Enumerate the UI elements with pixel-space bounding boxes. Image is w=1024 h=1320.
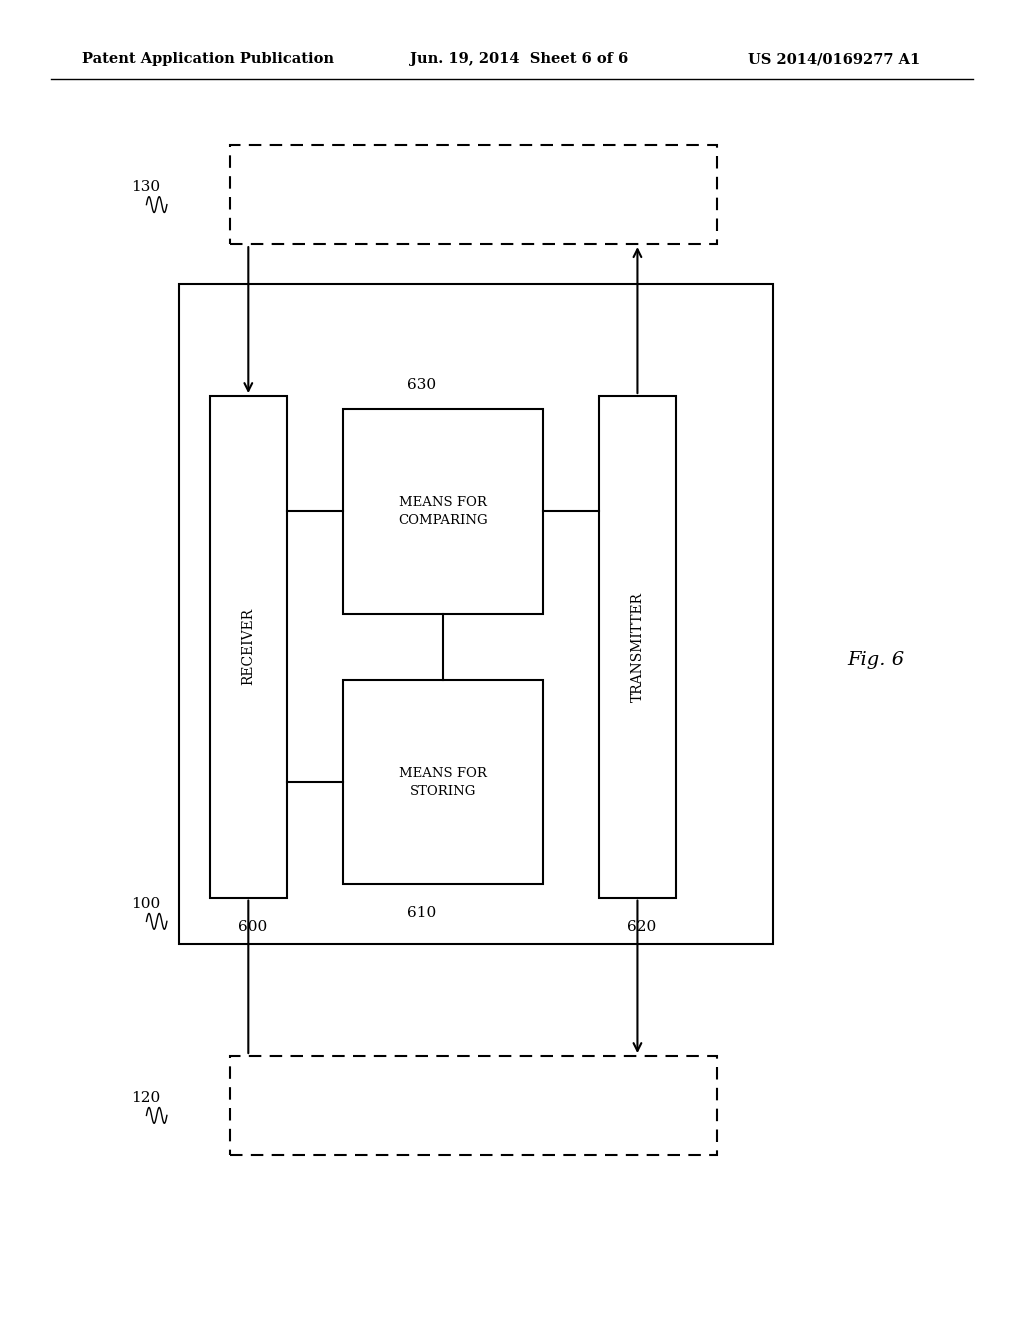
Text: US 2014/0169277 A1: US 2014/0169277 A1 — [748, 53, 920, 66]
Bar — [230, 145, 717, 244]
Text: RECEIVER: RECEIVER — [242, 609, 255, 685]
Text: Fig. 6: Fig. 6 — [847, 651, 904, 669]
Bar — [343, 680, 543, 884]
Text: 130: 130 — [131, 181, 160, 194]
Text: Jun. 19, 2014  Sheet 6 of 6: Jun. 19, 2014 Sheet 6 of 6 — [410, 53, 628, 66]
Bar — [179, 284, 773, 944]
Bar — [210, 396, 287, 898]
Text: 620: 620 — [627, 920, 656, 933]
Text: Patent Application Publication: Patent Application Publication — [82, 53, 334, 66]
Bar — [599, 396, 676, 898]
Text: TRANSMITTER: TRANSMITTER — [631, 591, 644, 702]
Text: MEANS FOR
STORING: MEANS FOR STORING — [399, 767, 486, 797]
Text: 630: 630 — [407, 379, 436, 392]
Text: 600: 600 — [238, 920, 267, 933]
Text: 100: 100 — [131, 898, 161, 911]
Bar — [343, 409, 543, 614]
Text: MEANS FOR
COMPARING: MEANS FOR COMPARING — [398, 496, 487, 527]
Text: 120: 120 — [131, 1092, 161, 1105]
Bar — [230, 1056, 717, 1155]
Text: 610: 610 — [407, 907, 436, 920]
